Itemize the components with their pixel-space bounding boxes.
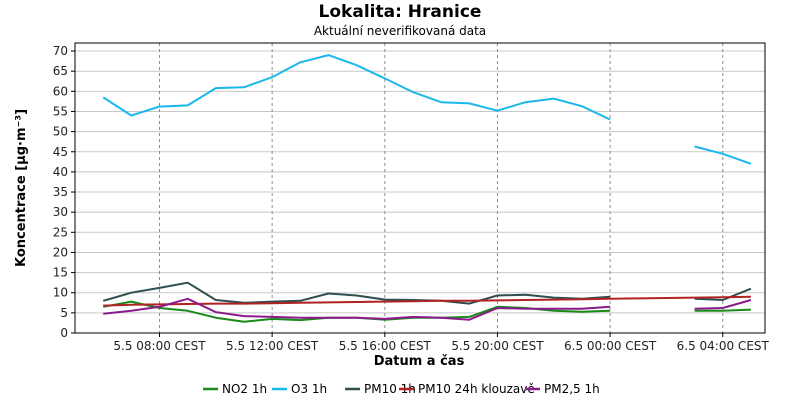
y-axis-title: Koncentrace [µg·m⁻³] (14, 109, 29, 267)
axis-ticks: 0 5 10 15 20 25 30 35 40 45 50 55 60 65 70 5.5 08:00 CE… (53, 44, 770, 353)
y-tick-label: 55 (53, 104, 68, 118)
legend: NO2 1h O3 1h PM10 1h PM10 24h klouzavě PM2,5… (203, 382, 600, 396)
series-line-pm10-24h-klouzav (103, 295, 751, 307)
legend-label: PM2,5 1h (544, 382, 600, 396)
legend-label: NO2 1h (222, 382, 267, 396)
y-tick-label: 5 (60, 306, 68, 320)
legend-label: PM10 24h klouzavě (418, 382, 535, 396)
chart-title: Lokalita: Hranice (319, 2, 482, 22)
y-tick-label: 40 (53, 165, 68, 179)
x-tick-label: 6.5 00:00 CEST (564, 339, 657, 353)
y-tick-label: 25 (53, 225, 68, 239)
y-tick-label: 65 (53, 64, 68, 78)
y-tick-label: 45 (53, 145, 68, 159)
x-tick-label: 5.5 16:00 CEST (339, 339, 432, 353)
series-lines (102, 54, 752, 323)
grid (75, 43, 765, 333)
y-tick-label: 35 (53, 185, 68, 199)
series-line-pm10-1h (102, 281, 752, 305)
series-line-pm2-5-1h (103, 297, 752, 321)
y-tick-label: 15 (53, 266, 68, 280)
y-tick-label: 30 (53, 205, 68, 219)
x-axis-title: Datum a čas (374, 354, 465, 369)
series-line-o3-1h (102, 54, 752, 165)
y-tick-label: 70 (53, 44, 68, 58)
x-tick-label: 5.5 08:00 CEST (113, 339, 206, 353)
x-tick-label: 6.5 04:00 CEST (677, 339, 770, 353)
x-tick-label: 5.5 20:00 CEST (451, 339, 544, 353)
y-tick-label: 20 (53, 245, 68, 259)
y-tick-label: 60 (53, 84, 68, 98)
y-tick-label: 10 (53, 286, 68, 300)
x-tick-label: 5.5 12:00 CEST (226, 339, 319, 353)
y-tick-label: 50 (53, 125, 68, 139)
legend-label: PM10 1h (364, 382, 416, 396)
y-tick-label: 0 (60, 326, 68, 340)
legend-label: O3 1h (291, 382, 327, 396)
plot-area (74, 42, 766, 334)
chart-subtitle: Aktuální neverifikovaná data (314, 24, 486, 38)
